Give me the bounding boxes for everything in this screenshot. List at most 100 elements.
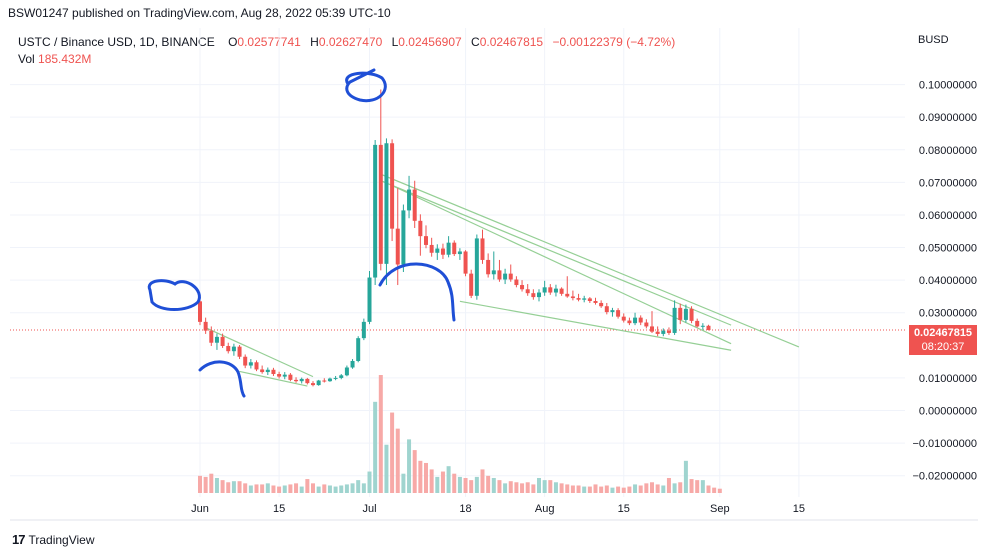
candle bbox=[672, 307, 677, 333]
publish-info: BSW01247 published on TradingView.com, A… bbox=[8, 6, 391, 20]
candle bbox=[683, 308, 688, 320]
candle bbox=[593, 301, 598, 303]
volume-bar bbox=[401, 473, 406, 493]
candle bbox=[220, 336, 225, 346]
candle bbox=[401, 210, 406, 265]
volume-bar bbox=[277, 486, 282, 493]
volume-bar bbox=[356, 480, 361, 493]
candle bbox=[537, 292, 541, 298]
candle bbox=[508, 273, 513, 280]
volume-bar bbox=[260, 484, 265, 493]
candle bbox=[638, 317, 643, 323]
candle bbox=[548, 287, 553, 293]
volume-bar bbox=[553, 482, 558, 493]
candle bbox=[209, 330, 214, 343]
candles bbox=[198, 89, 711, 387]
candle bbox=[469, 273, 474, 296]
x-tick-label: Aug bbox=[535, 503, 555, 515]
volume-value: 185.432M bbox=[38, 52, 92, 66]
candle bbox=[378, 144, 383, 264]
volume-bar bbox=[548, 480, 553, 493]
volume-bar bbox=[604, 485, 609, 493]
volume-bar bbox=[565, 484, 570, 493]
candle bbox=[243, 356, 248, 366]
x-tick-label: 18 bbox=[459, 503, 471, 515]
volume-bar bbox=[198, 475, 202, 493]
y-tick-label: 0.05000000 bbox=[919, 243, 977, 255]
symbol-label[interactable]: USTC / Binance USD, 1D, BINANCE bbox=[18, 35, 215, 49]
candle bbox=[282, 374, 287, 377]
candle bbox=[457, 251, 462, 255]
trendline bbox=[459, 300, 732, 351]
candle bbox=[570, 296, 575, 299]
candle bbox=[361, 321, 366, 339]
candle bbox=[582, 298, 587, 300]
volume-bar bbox=[350, 483, 355, 493]
change-value: −0.00122379 (−4.72%) bbox=[552, 35, 676, 49]
volume-bar bbox=[271, 485, 276, 493]
volume-bar bbox=[435, 476, 440, 493]
candle bbox=[446, 242, 451, 255]
candle bbox=[486, 259, 491, 275]
y-axis: 0.10000000 0.09000000 0.08000000 0.07000000… bbox=[912, 80, 977, 483]
candle bbox=[616, 310, 621, 317]
candle bbox=[610, 310, 615, 313]
volume-bar bbox=[514, 482, 519, 493]
volume-bar bbox=[412, 450, 417, 493]
candle bbox=[520, 285, 525, 290]
volume-bar bbox=[373, 401, 378, 493]
candle bbox=[384, 143, 389, 264]
candle bbox=[587, 298, 592, 302]
volume-bar bbox=[683, 460, 688, 493]
x-tick-label: 15 bbox=[273, 503, 285, 515]
close-value: 0.02467815 bbox=[479, 35, 544, 49]
y-tick-label: 0.09000000 bbox=[919, 112, 977, 124]
candle bbox=[689, 308, 694, 321]
y-tick-label: 0.00000000 bbox=[919, 406, 977, 418]
volume-bar bbox=[508, 481, 513, 493]
x-axis: Jun 15 Jul 18 Aug 15 Sep 15 bbox=[191, 503, 805, 515]
chart-legend: USTC / Binance USD, 1D, BINANCE O0.02577… bbox=[18, 35, 676, 66]
volume-bar bbox=[542, 480, 547, 493]
y-tick-label: 0.01000000 bbox=[919, 373, 977, 385]
footer: 17 TradingView bbox=[12, 532, 95, 547]
x-tick-label: Jul bbox=[362, 503, 376, 515]
volume-bar bbox=[582, 486, 587, 493]
y-tick-label: 0.06000000 bbox=[919, 210, 977, 222]
volume-bar bbox=[678, 482, 683, 493]
candle bbox=[599, 302, 604, 307]
candle bbox=[260, 369, 265, 373]
x-tick-label: Sep bbox=[710, 503, 730, 515]
candle bbox=[531, 293, 536, 298]
volume-bar bbox=[712, 487, 717, 493]
candle bbox=[294, 379, 299, 382]
candle bbox=[344, 367, 349, 376]
candle bbox=[327, 378, 332, 382]
volume-bar bbox=[265, 483, 270, 493]
volume-bar bbox=[469, 480, 474, 493]
volume-bar bbox=[537, 477, 541, 493]
y-tick-label: 0.08000000 bbox=[919, 145, 977, 157]
volume-bars bbox=[198, 375, 722, 493]
volume-bar bbox=[231, 481, 236, 493]
volume-bar bbox=[288, 484, 293, 493]
candle bbox=[226, 345, 231, 352]
candle bbox=[644, 322, 649, 327]
volume-bar bbox=[610, 487, 615, 493]
volume-bar bbox=[520, 483, 525, 493]
volume-bar bbox=[299, 486, 304, 493]
volume-bar bbox=[254, 484, 259, 493]
last-price: 0.02467815 bbox=[913, 327, 973, 339]
pen-drawings bbox=[147, 68, 456, 398]
volume-bar bbox=[700, 480, 705, 493]
pen-stroke bbox=[378, 262, 456, 322]
candle bbox=[661, 330, 666, 334]
volume-bar bbox=[282, 485, 287, 493]
volume-bar bbox=[294, 483, 299, 493]
candle bbox=[633, 317, 638, 324]
countdown: 08:20:37 bbox=[921, 341, 965, 353]
candle bbox=[198, 301, 202, 322]
trendline bbox=[239, 370, 308, 387]
candle bbox=[627, 320, 632, 324]
